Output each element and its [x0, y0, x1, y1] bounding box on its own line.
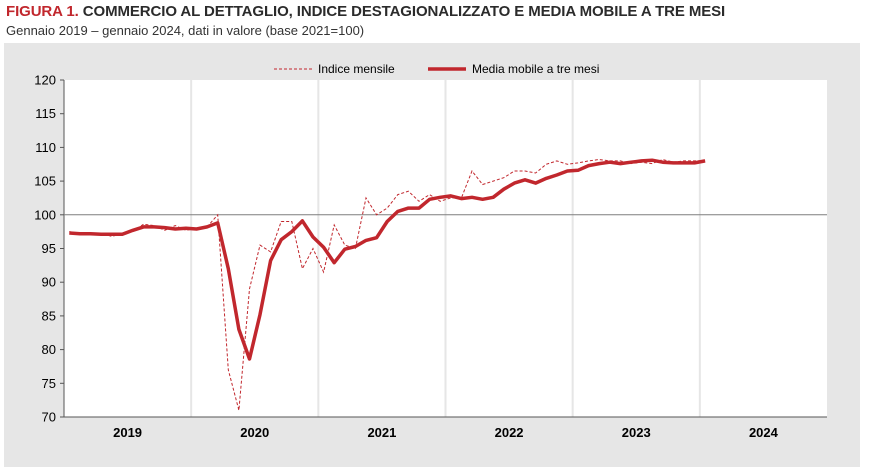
y-tick-label: 115	[35, 106, 56, 121]
y-tick-label: 95	[42, 241, 56, 256]
legend: Indice mensile Media mobile a tre mesi	[274, 62, 599, 76]
y-tick-label: 105	[34, 174, 56, 189]
x-tick-label: 2024	[749, 425, 779, 440]
series-media-mobile	[69, 158, 706, 361]
y-tick-label: 85	[42, 308, 56, 323]
x-tick-label: 2023	[622, 425, 651, 440]
figure-subtitle: Gennaio 2019 – gennaio 2024, dati in val…	[6, 23, 365, 38]
y-tick-label: 70	[42, 410, 56, 425]
x-tick-label: 2020	[240, 425, 269, 440]
y-axis: 70 75 80 85 90 95 100 105 110 115 120	[34, 73, 65, 425]
y-tick-label: 110	[35, 140, 56, 155]
legend-label-media-mobile: Media mobile a tre mesi	[472, 62, 599, 76]
x-axis: 2019 2020 2021 2022 2023 2024	[64, 416, 827, 440]
year-gridlines	[190, 80, 701, 417]
figure-title-text: COMMERCIO AL DETTAGLIO, INDICE DESTAGION…	[82, 3, 726, 20]
figure-title: FIGURA 1. COMMERCIO AL DETTAGLIO, INDICE…	[6, 3, 725, 20]
y-tick-label: 75	[42, 376, 56, 391]
x-tick-label: 2022	[495, 425, 524, 440]
y-tick-label: 100	[34, 207, 56, 222]
y-tick-label: 90	[42, 275, 56, 290]
legend-label-indice-mensile: Indice mensile	[318, 62, 395, 76]
x-tick-label: 2019	[113, 425, 142, 440]
y-tick-label: 80	[42, 342, 56, 357]
x-tick-label: 2021	[367, 425, 396, 440]
figure-label: FIGURA 1.	[6, 3, 79, 20]
series-indice-mensile	[69, 158, 706, 411]
y-tick-label: 120	[34, 73, 56, 88]
